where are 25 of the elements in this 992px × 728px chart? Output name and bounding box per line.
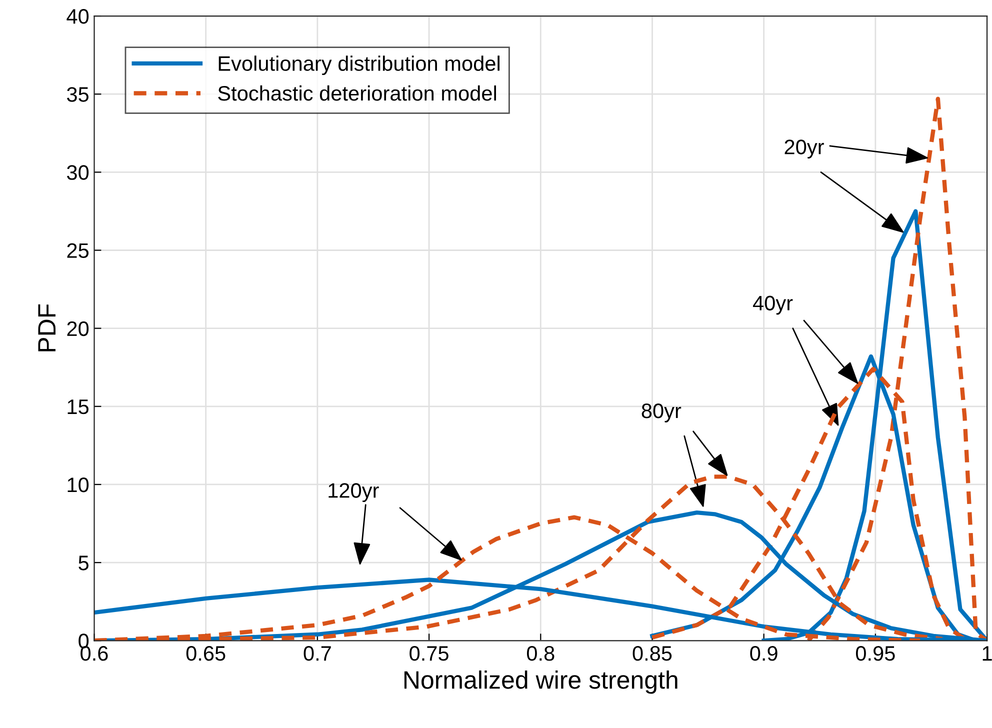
x-tick-label: 0.65 [186,646,226,661]
y-tick-label: 20 [67,321,89,336]
annotation: 80yr [642,403,682,422]
x-tick-label: 0.85 [632,646,672,661]
y-axis-title: PDF [38,304,56,352]
y-tick-label: 10 [68,477,89,492]
x-tick-label: 0.8 [526,646,554,661]
y-tick-label: 30 [67,165,89,180]
annotation: 120yr [328,483,379,502]
x-tick-label: 1 [982,646,992,661]
x-tick-label: 0.9 [750,646,778,661]
x-tick-label: 0.75 [410,646,448,661]
annotation: 40yr [752,296,793,315]
x-tick-label: 0.6 [80,646,108,661]
x-tick-label: 0.7 [304,646,331,661]
x-axis-title: Normalized wire strength [404,670,678,694]
y-tick-label: 5 [78,556,89,570]
y-tick-label: 15 [68,400,89,414]
annotation: 20yr [784,140,824,158]
y-tick-label: 25 [67,243,89,258]
legend-label: Evolutionary distribution model [218,56,500,76]
y-tick-label: 35 [67,87,89,102]
x-tick-label: 0.95 [856,646,895,661]
legend-label: Stochastic deterioration model [218,85,496,101]
y-tick-label: 40 [66,9,89,24]
